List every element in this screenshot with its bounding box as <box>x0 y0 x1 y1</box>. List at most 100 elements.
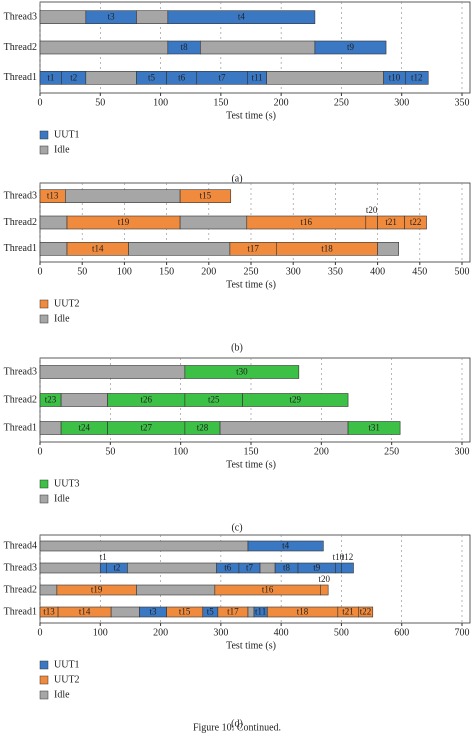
legend-swatch <box>39 690 49 700</box>
figure-caption: Figure 10: Continued. <box>193 722 281 733</box>
task-label: t22 <box>360 607 372 617</box>
x-tick-label: 300 <box>455 446 470 457</box>
task-label: t3 <box>108 12 116 22</box>
task-label: t30 <box>236 367 248 377</box>
x-tick-label: 150 <box>244 446 259 457</box>
task-label: t1 <box>100 552 107 562</box>
task-bar <box>347 421 401 435</box>
task-label: t1 <box>47 72 54 82</box>
task-label: t11 <box>251 72 262 82</box>
task-bar <box>314 40 387 55</box>
task-bar <box>247 540 324 552</box>
y-tick-label: Thread1 <box>4 243 37 254</box>
task-bar <box>358 606 374 618</box>
task-bar <box>200 40 316 55</box>
x-tick-label: 300 <box>286 266 301 277</box>
y-tick-label: Thread3 <box>4 11 37 22</box>
task-bar <box>266 71 384 85</box>
task-bar <box>377 242 400 256</box>
task-label: t19 <box>118 217 130 227</box>
y-tick-label: Thread2 <box>4 394 37 405</box>
task-bar <box>39 10 87 24</box>
legend-label: UUT1 <box>54 659 80 670</box>
task-label: t25 <box>208 395 220 405</box>
x-tick-label: 300 <box>213 627 228 638</box>
x-tick-label: 500 <box>455 266 470 277</box>
task-bar <box>320 584 329 596</box>
legend-label: UUT1 <box>54 129 80 140</box>
task-label: t2 <box>70 72 77 82</box>
panel-caption: (d) <box>231 718 243 729</box>
task-bar <box>167 10 316 24</box>
task-bar <box>128 242 231 256</box>
task-label: t20 <box>366 205 378 215</box>
x-tick-label: 100 <box>93 627 108 638</box>
task-label: t15 <box>200 191 212 201</box>
task-bar <box>404 215 427 230</box>
x-tick-label: 200 <box>201 266 216 277</box>
task-label: t7 <box>246 563 254 573</box>
task-label: t17 <box>247 243 259 253</box>
task-label: t15 <box>179 607 191 617</box>
x-tick-label: 100 <box>117 266 132 277</box>
panel-caption: (c) <box>231 522 242 533</box>
task-label: t20 <box>318 574 330 584</box>
plot-frame <box>39 534 471 624</box>
task-bar <box>184 365 300 379</box>
x-tick-label: 150 <box>213 97 228 108</box>
x-tick-label: 50 <box>95 97 105 108</box>
task-bar <box>39 242 68 256</box>
task-bar <box>39 562 101 574</box>
y-tick-label: Thread2 <box>4 42 37 53</box>
legend-swatch <box>39 145 49 155</box>
task-label: t21 <box>385 217 397 227</box>
y-tick-label: Thread3 <box>4 562 37 573</box>
task-bar <box>39 584 58 596</box>
task-label: t9 <box>313 563 321 573</box>
task-label: t9 <box>347 42 355 52</box>
legend-label: Idle <box>54 689 70 700</box>
task-bar <box>365 215 378 230</box>
x-tick-label: 150 <box>159 266 174 277</box>
x-axis-label: Test time (s) <box>226 459 276 470</box>
task-label: t19 <box>91 585 103 595</box>
y-tick-label: Thread2 <box>4 584 37 595</box>
x-tick-label: 50 <box>77 266 87 277</box>
x-tick-label: 250 <box>384 446 399 457</box>
x-tick-label: 0 <box>38 627 43 638</box>
y-tick-label: Thread1 <box>4 72 37 83</box>
task-bar <box>39 540 249 552</box>
task-label: t5 <box>148 72 156 82</box>
task-bar <box>405 71 429 85</box>
x-tick-label: 0 <box>38 446 43 457</box>
legend-label: UUT2 <box>54 298 80 309</box>
legend-swatch <box>39 479 49 489</box>
task-label: t8 <box>283 563 291 573</box>
task-bar <box>259 562 276 574</box>
task-bar <box>136 10 169 24</box>
task-label: t5 <box>207 607 215 617</box>
task-label: t8 <box>181 42 189 52</box>
y-tick-label: Thread3 <box>4 366 37 377</box>
x-axis-label: Test time (s) <box>226 279 276 290</box>
task-bar <box>127 562 217 574</box>
task-label: t11 <box>255 607 266 617</box>
task-label: t13 <box>47 191 59 201</box>
x-tick-label: 400 <box>274 627 289 638</box>
task-label: t6 <box>224 563 232 573</box>
task-label: t28 <box>197 423 209 433</box>
x-axis-label: Test time (s) <box>226 640 276 651</box>
task-bar <box>99 562 107 574</box>
legend-swatch <box>39 494 49 504</box>
task-bar <box>60 393 108 407</box>
task-label: t24 <box>79 423 91 433</box>
x-tick-label: 600 <box>394 627 409 638</box>
x-tick-label: 200 <box>314 446 329 457</box>
x-tick-label: 350 <box>328 266 343 277</box>
task-label: t2 <box>113 563 120 573</box>
task-bar <box>219 421 349 435</box>
task-label: t10 <box>333 552 345 562</box>
task-label: t10 <box>389 72 401 82</box>
task-bar <box>65 189 181 203</box>
